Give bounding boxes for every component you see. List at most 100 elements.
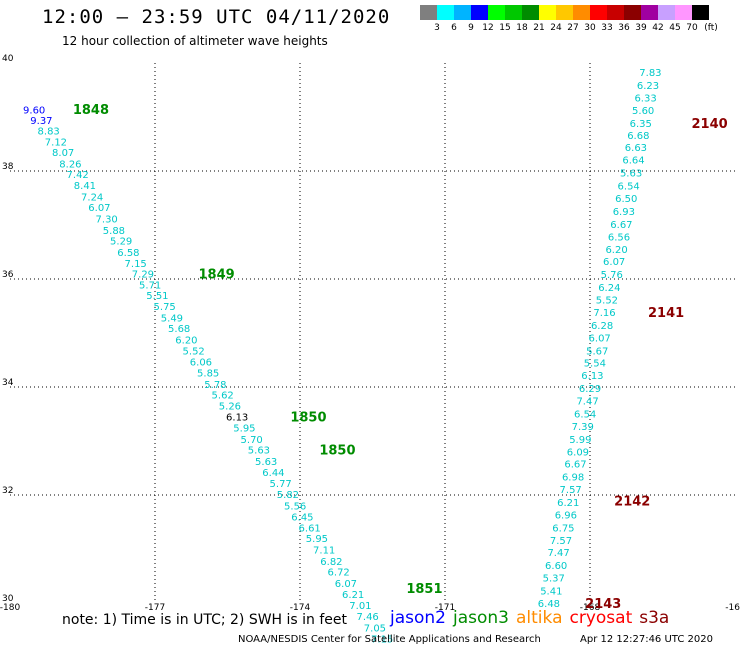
data-point-label: 6.93 xyxy=(613,207,635,218)
data-point-label: 5.85 xyxy=(197,368,219,379)
pass-annotation: 2143 xyxy=(585,597,621,612)
color-swatch xyxy=(573,5,590,20)
data-point-label: 9.60 xyxy=(23,105,45,116)
data-point-label: 6.21 xyxy=(557,498,579,509)
legend-item-s3a: s3a xyxy=(639,608,670,628)
data-point-label: 5.77 xyxy=(270,479,292,490)
data-point-label: 5.63 xyxy=(620,169,642,180)
data-point-label: 6.64 xyxy=(622,156,644,167)
data-point-label: 5.54 xyxy=(584,359,606,370)
y-tick-label: 34 xyxy=(2,378,14,388)
data-point-label: 7.12 xyxy=(45,137,67,148)
data-point-label: 6.54 xyxy=(618,182,640,193)
data-point-label: 5.67 xyxy=(586,346,608,357)
color-swatch xyxy=(641,5,658,20)
data-point-label: 8.83 xyxy=(38,127,60,138)
color-swatch xyxy=(624,5,641,20)
color-scale-label: 24 xyxy=(550,23,562,33)
y-tick-label: 36 xyxy=(2,270,14,280)
pass-annotation: 2141 xyxy=(648,306,684,321)
color-swatch xyxy=(420,5,437,20)
data-point-label: 5.78 xyxy=(204,380,226,391)
pass-annotation: 1850 xyxy=(319,444,355,459)
data-point-label: 6.60 xyxy=(545,561,567,572)
color-swatch xyxy=(471,5,488,20)
data-point-label: 6.58 xyxy=(117,248,139,259)
data-point-label: 5.41 xyxy=(540,587,562,598)
data-point-label: 6.21 xyxy=(342,590,364,601)
data-point-label: 6.24 xyxy=(598,283,620,294)
data-point-label: 6.82 xyxy=(320,557,342,568)
color-scale-label: 33 xyxy=(601,23,613,33)
y-tick-label: 32 xyxy=(2,486,13,496)
footer-note: note: 1) Time is in UTC; 2) SWH is in fe… xyxy=(62,612,348,628)
color-swatch xyxy=(454,5,471,20)
color-swatch xyxy=(505,5,522,20)
data-point-label: 6.67 xyxy=(564,460,586,471)
data-point-label: 6.29 xyxy=(579,384,601,395)
pass-annotation: 2140 xyxy=(692,117,728,132)
data-point-label: 6.98 xyxy=(562,473,584,484)
data-point-label: 7.57 xyxy=(560,485,582,496)
data-point-label: 6.44 xyxy=(262,468,284,479)
color-scale-label: 30 xyxy=(584,23,596,33)
pass-annotation: 2142 xyxy=(614,494,650,509)
data-point-label: 7.42 xyxy=(67,170,89,181)
color-scale-label: 3 xyxy=(434,23,440,33)
legend-item-jason2: jason2 xyxy=(390,608,446,628)
data-point-label: 7.46 xyxy=(357,612,379,623)
data-point-label: 6.72 xyxy=(328,568,350,579)
data-point-label: 6.07 xyxy=(589,333,611,344)
data-point-label: 5.70 xyxy=(241,435,263,446)
color-swatch xyxy=(539,5,556,20)
data-point-label: 6.33 xyxy=(634,94,656,105)
color-scale-label: 27 xyxy=(567,23,579,33)
data-point-label: 7.39 xyxy=(572,422,594,433)
data-point-label: 5.62 xyxy=(212,391,234,402)
legend-item-cryosat: cryosat xyxy=(569,608,633,628)
data-point-label: 6.23 xyxy=(637,81,659,92)
pass-annotation: 1848 xyxy=(73,103,109,118)
data-point-label: 6.06 xyxy=(190,358,212,369)
legend-item-jason3: jason3 xyxy=(453,608,509,628)
satellite-legend: jason2 jason3 altika cryosat s3a xyxy=(390,608,676,628)
data-point-label: 7.05 xyxy=(364,623,386,634)
color-scale-label: 12 xyxy=(482,23,494,33)
data-point-label: 5.51 xyxy=(146,291,168,302)
color-scale-label: 70 xyxy=(686,23,698,33)
data-point-label: 8.07 xyxy=(52,148,74,159)
x-tick-label: -174 xyxy=(290,603,311,613)
color-scale-label: 45 xyxy=(669,23,681,33)
pass-annotation: 1849 xyxy=(199,268,235,283)
data-point-label: 6.07 xyxy=(603,257,625,268)
data-point-label: 6.28 xyxy=(591,321,613,332)
data-point-label: 6.13 xyxy=(581,371,603,382)
page-subtitle: 12 hour collection of altimeter wave hei… xyxy=(62,34,328,48)
data-point-label: 5.99 xyxy=(569,435,591,446)
color-scale-label: 6 xyxy=(451,23,457,33)
data-point-label: 6.75 xyxy=(552,523,574,534)
color-scale-label: 39 xyxy=(635,23,647,33)
data-point-label: 5.52 xyxy=(596,296,618,307)
color-swatch xyxy=(556,5,573,20)
color-swatch xyxy=(488,5,505,20)
color-scale-label: 21 xyxy=(533,23,545,33)
data-point-label: 7.30 xyxy=(96,215,118,226)
x-tick-label: -180 xyxy=(0,603,20,613)
data-point-label: 6.09 xyxy=(567,447,589,458)
data-point-label: 6.56 xyxy=(608,232,630,243)
y-tick-label: 38 xyxy=(2,162,14,172)
data-point-label: 6.63 xyxy=(625,143,647,154)
data-point-label: 5.49 xyxy=(161,313,183,324)
data-point-label: 6.54 xyxy=(574,409,596,420)
data-point-label: 6.20 xyxy=(605,245,627,256)
data-point-label: 6.13 xyxy=(226,413,248,424)
data-point-label: 7.47 xyxy=(576,397,598,408)
data-point-label: 6.96 xyxy=(555,510,577,521)
x-tick-label: -171 xyxy=(435,603,455,613)
data-point-label: 7.24 xyxy=(81,192,103,203)
color-scale-unit: (ft) xyxy=(704,23,718,33)
data-point-label: 5.68 xyxy=(168,324,190,335)
data-point-label: 6.61 xyxy=(299,523,321,534)
